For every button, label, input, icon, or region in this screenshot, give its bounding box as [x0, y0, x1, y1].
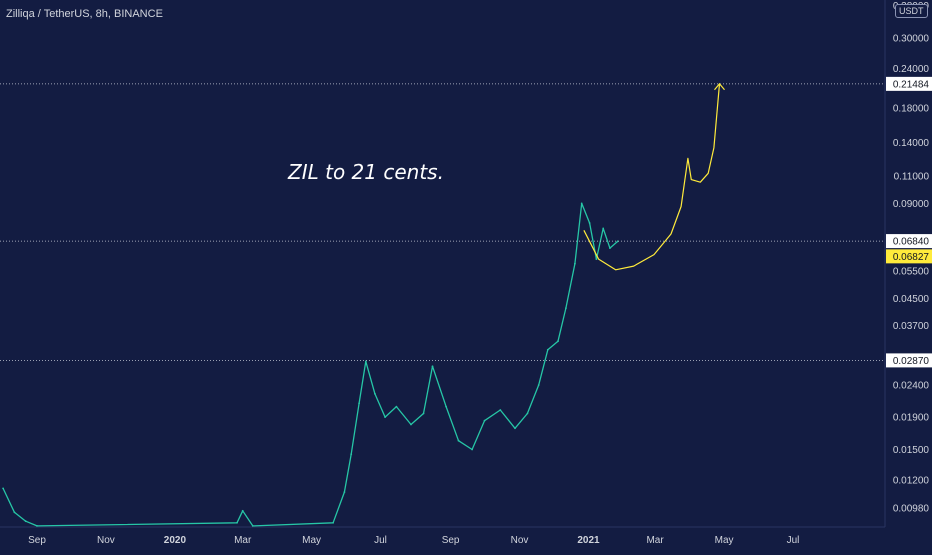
price-point	[236, 521, 238, 524]
price-point	[350, 453, 353, 456]
y-tick-label: 0.00980	[893, 504, 930, 515]
horizontal-lines-layer	[0, 83, 885, 361]
y-tick-label: 0.05500	[893, 267, 930, 278]
currency-label[interactable]: USDT	[895, 4, 928, 18]
price-label-box	[886, 234, 932, 249]
price-series-line	[2, 202, 619, 527]
y-tick-label: 0.01900	[893, 413, 930, 424]
price-point	[602, 227, 605, 230]
x-tick-label: Mar	[646, 535, 664, 546]
price-point	[445, 405, 447, 408]
price-point	[332, 521, 334, 524]
projection-curve[interactable]	[583, 83, 721, 271]
price-axis[interactable]: 0.380000.300000.240000.180000.140000.110…	[886, 1, 932, 515]
x-tick-label: Nov	[511, 535, 529, 546]
x-tick-label: Nov	[97, 535, 115, 546]
price-label-text: 0.06840	[893, 237, 930, 248]
price-point	[358, 402, 360, 405]
x-tick-label: May	[302, 535, 321, 546]
price-point	[2, 487, 4, 490]
time-axis[interactable]: Sep Nov 2020 Mar May Jul Sep Nov 2021 Mar May Jul	[28, 535, 799, 546]
x-tick-label: Sep	[442, 535, 460, 546]
y-tick-label: 0.24000	[893, 64, 930, 75]
symbol-title: Zilliqa / TetherUS, 8h, BINANCE	[6, 8, 163, 20]
price-point	[410, 423, 412, 426]
x-tick-label: 2020	[164, 535, 187, 546]
price-point	[457, 439, 460, 442]
y-tick-label: 0.01200	[893, 476, 930, 487]
price-point	[241, 509, 244, 512]
price-point	[499, 409, 502, 411]
y-tick-label: 0.04500	[893, 294, 930, 305]
y-tick-label: 0.02400	[893, 380, 930, 391]
x-tick-label: Jul	[787, 535, 800, 546]
last-price-box	[886, 249, 932, 264]
price-point	[565, 307, 567, 309]
price-point	[574, 262, 576, 265]
last-price-label: 0.06827	[893, 252, 930, 263]
price-point	[580, 202, 583, 205]
price-point	[384, 416, 386, 418]
price-point	[395, 405, 398, 408]
price-point	[431, 365, 434, 368]
x-tick-label: 2021	[577, 535, 600, 546]
y-tick-label: 0.03700	[893, 321, 930, 332]
x-tick-label: Mar	[234, 535, 252, 546]
price-point	[13, 511, 16, 514]
price-point	[526, 412, 529, 415]
annotation-text[interactable]: ZIL to 21 cents.	[288, 160, 444, 184]
price-point	[595, 258, 598, 260]
price-label-box	[886, 76, 932, 91]
price-point	[364, 360, 367, 363]
y-tick-label: 0.09000	[893, 199, 930, 210]
y-tick-label: 0.14000	[893, 138, 930, 149]
price-point	[24, 520, 27, 523]
price-point	[343, 491, 346, 493]
y-tick-label: 0.01500	[893, 445, 930, 456]
price-point	[537, 384, 540, 386]
price-point	[251, 525, 254, 527]
x-tick-label: May	[715, 535, 734, 546]
y-tick-label: 0.11000	[894, 171, 930, 182]
y-tick-label: 0.18000	[893, 104, 930, 115]
price-point	[609, 247, 611, 250]
price-label-text: 0.02870	[893, 356, 930, 367]
price-point	[36, 525, 38, 527]
price-point	[546, 348, 549, 351]
price-point	[374, 392, 376, 395]
price-point	[588, 222, 591, 224]
price-point	[471, 448, 473, 451]
x-tick-label: Sep	[28, 535, 46, 546]
y-tick-label: 0.30000	[893, 34, 930, 45]
projection-layer	[583, 82, 725, 271]
price-point	[422, 412, 425, 415]
price-point	[557, 340, 559, 343]
price-series-layer	[2, 202, 619, 527]
price-label-box	[886, 353, 932, 368]
price-point	[514, 427, 516, 430]
x-tick-label: Jul	[374, 535, 387, 546]
price-point	[483, 419, 486, 422]
projection-arrowhead	[714, 82, 725, 91]
price-label-text: 0.21484	[893, 79, 930, 90]
